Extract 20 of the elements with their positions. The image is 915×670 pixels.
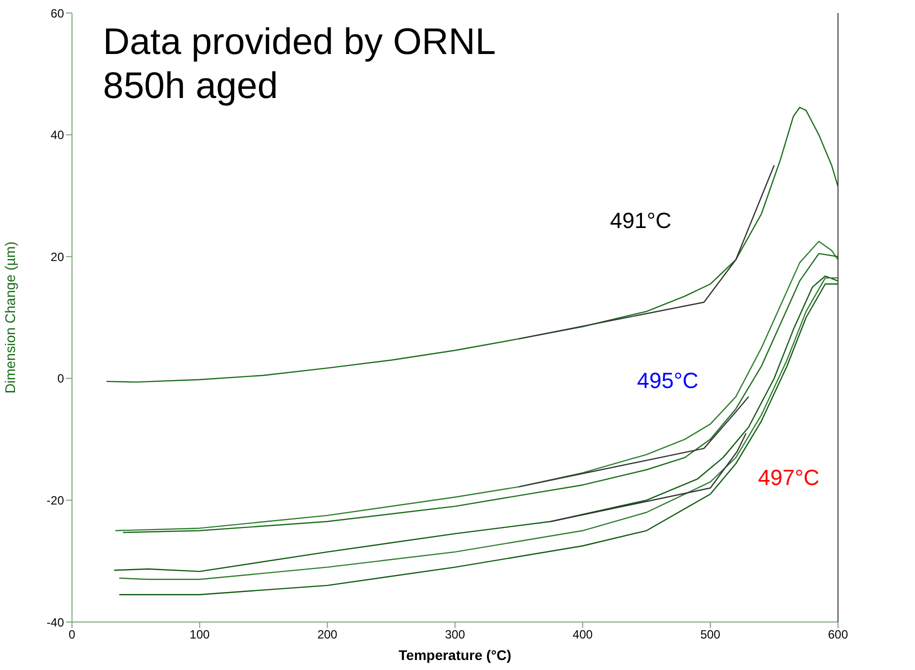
y-axis-title: Dimension Change (µm)	[2, 241, 18, 394]
text: 850h aged	[103, 64, 279, 108]
annotation: 495°C	[637, 368, 698, 394]
x-tick-label: 300	[444, 628, 466, 642]
x-tick-label: 500	[700, 628, 721, 642]
y-tick-label: 60	[50, 6, 64, 20]
annotation: 491°C	[610, 208, 672, 234]
x-tick-label: 100	[190, 628, 210, 642]
annotation: 497°C	[758, 465, 820, 491]
y-tick-label: 40	[50, 128, 64, 142]
x-tick-label: 0	[68, 628, 76, 642]
x-axis-title: Temperature (°C)	[398, 646, 512, 664]
y-tick-label: -40	[46, 615, 64, 630]
x-tick-label: 400	[572, 628, 593, 642]
x-tick-label: 600	[828, 628, 848, 642]
y-tick-label: -20	[46, 493, 64, 508]
x-tick-label: 200	[317, 628, 338, 642]
y-tick-label: 20	[50, 250, 64, 264]
chart-title: Data provided by ORNL	[103, 20, 496, 64]
y-tick-label: 0	[57, 372, 64, 386]
